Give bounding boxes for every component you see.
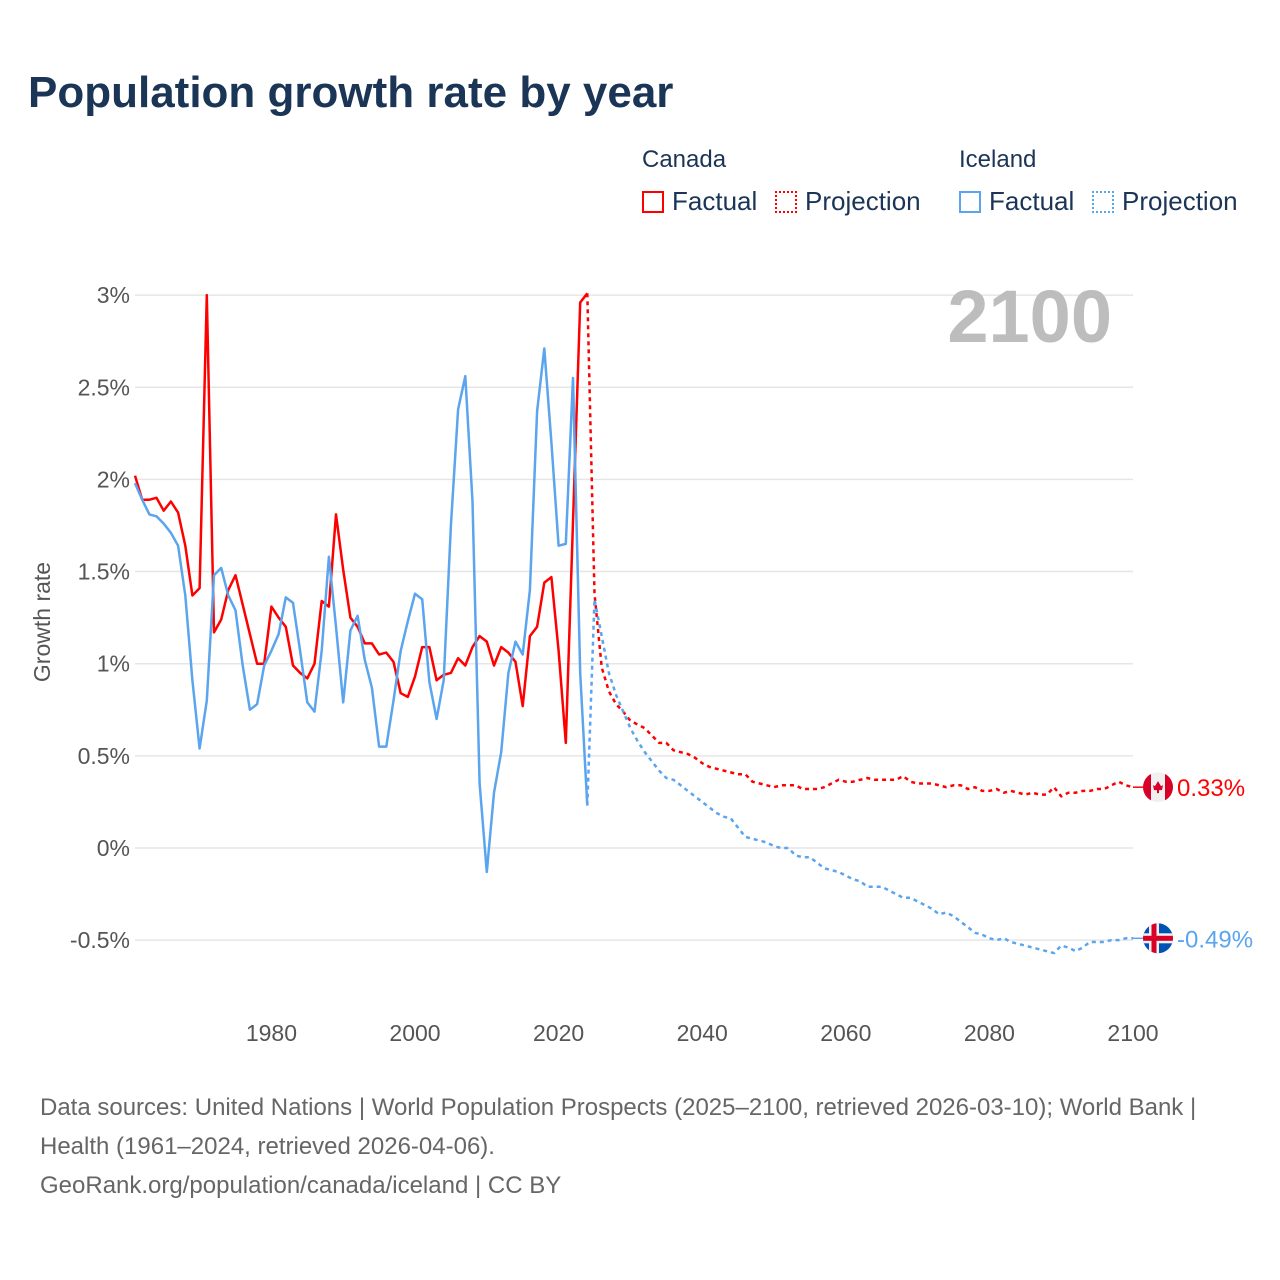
dotted-swatch-icon	[775, 190, 797, 213]
credit-link[interactable]: GeoRank.org/population/canada/iceland | …	[40, 1172, 562, 1199]
solid-swatch-icon	[959, 190, 981, 213]
y-tick-label: 2.5%	[78, 374, 130, 400]
x-tick-label: 1980	[246, 1020, 297, 1046]
flag-cross-red	[1151, 923, 1157, 954]
canada-projection-line	[586, 293, 1134, 798]
legend-canada-projection[interactable]: Projection	[775, 186, 921, 217]
data-sources: Data sources: United Nations | World Pop…	[40, 1094, 1197, 1160]
y-tick-label: 0.5%	[78, 743, 130, 769]
y-tick-label: 1.5%	[78, 559, 130, 585]
series-lines	[133, 292, 1134, 955]
solid-swatch-icon	[642, 190, 664, 213]
x-tick-label: 2100	[1107, 1020, 1158, 1046]
dotted-swatch-icon	[1092, 190, 1114, 213]
iceland-projection-line	[586, 597, 1133, 955]
x-tick-label: 2080	[964, 1020, 1015, 1046]
x-tick-label: 2000	[389, 1020, 440, 1046]
y-tick-label: 2%	[97, 466, 130, 492]
line-chart: 3% 2.5% 2% 1.5% 1% 0.5% 0% -0.5% 1980 2000 2020 204…	[29, 275, 1253, 1046]
y-tick-label: 0%	[97, 835, 130, 861]
y-tick-label: 3%	[97, 282, 130, 308]
legend-label: Projection	[805, 186, 921, 216]
x-tick-label: 2060	[820, 1020, 871, 1046]
legend-label: Projection	[1122, 186, 1238, 216]
legend-iceland-factual[interactable]: Factual	[959, 186, 1074, 217]
end-labels: 0.33% -0.49%	[1133, 772, 1253, 954]
flag-band	[1165, 772, 1173, 803]
canada-flag-icon	[1143, 772, 1173, 803]
legend-canada-factual[interactable]: Factual	[642, 186, 757, 217]
y-axis-label: Growth rate	[29, 562, 55, 682]
x-tick-label: 2040	[677, 1020, 728, 1046]
current-year-display: 2100	[947, 275, 1112, 358]
flag-body	[1143, 923, 1173, 954]
flag-cross-red	[1143, 935, 1173, 941]
flag-band	[1143, 772, 1151, 803]
chart-title: Population growth rate by year	[28, 68, 674, 117]
y-tick-label: -0.5%	[70, 927, 130, 953]
maple-leaf-icon	[1153, 781, 1163, 794]
gridlines: 3% 2.5% 2% 1.5% 1% 0.5% 0% -0.5% 1980 2000 2020 204…	[70, 282, 1159, 1046]
x-tick-label: 2020	[533, 1020, 584, 1046]
legend-label: Factual	[989, 186, 1075, 216]
y-tick-label: 1%	[97, 651, 130, 677]
legend-label: Factual	[672, 186, 758, 216]
footer: Data sources: United Nations | World Pop…	[40, 1088, 1240, 1205]
flag-body	[1143, 772, 1173, 803]
iceland-factual-line	[133, 347, 589, 874]
canada-factual-line	[133, 292, 589, 745]
end-value-label: -0.49%	[1177, 926, 1253, 953]
legend-group-canada: Canada	[642, 146, 727, 173]
iceland-flag-icon	[1143, 923, 1173, 954]
legend-group-iceland: Iceland	[959, 146, 1037, 173]
legend-iceland-projection[interactable]: Projection	[1092, 186, 1238, 217]
end-value-label: 0.33%	[1177, 775, 1245, 802]
